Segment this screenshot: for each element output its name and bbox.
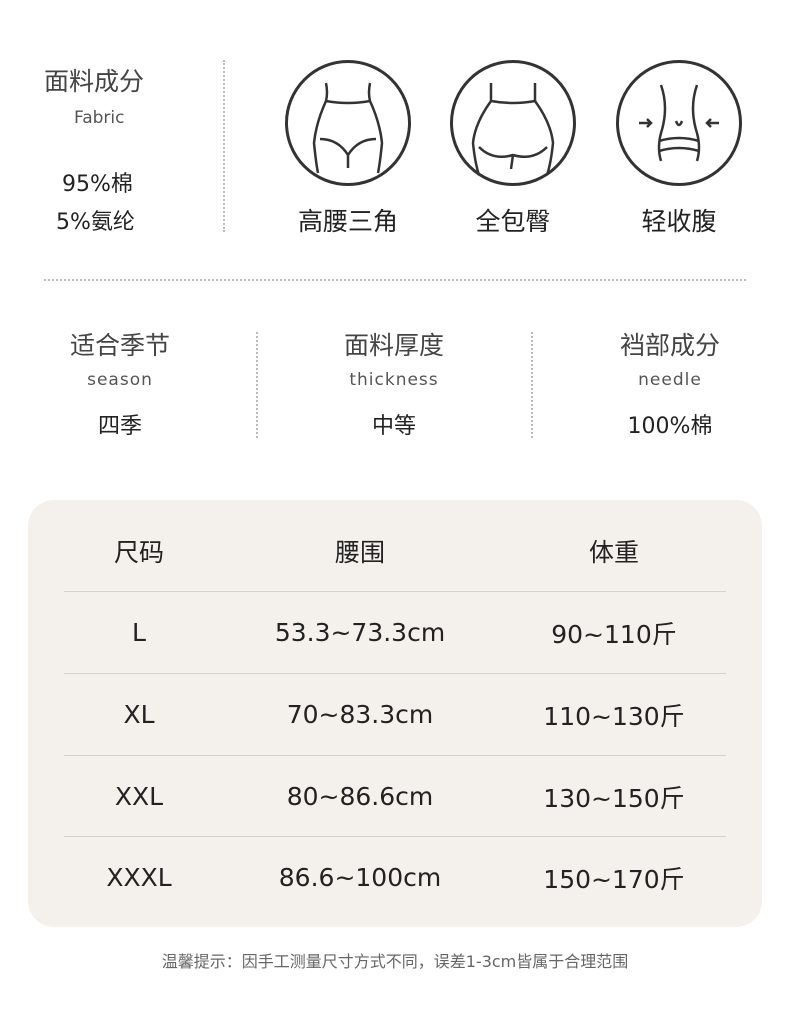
- spec-subtitle: thickness: [349, 370, 439, 390]
- measurement-note: 温馨提示：因手工测量尺寸方式不同，误差1-3cm皆属于合理范围: [161, 952, 629, 971]
- header-size: 尺码: [113, 538, 164, 567]
- cell-waist: 70~83.3cm: [286, 700, 434, 729]
- fabric-subtitle: Fabric: [74, 108, 125, 128]
- spec-title: 面料厚度: [343, 331, 444, 360]
- table-row: XXL 80~86.6cm 130~150斤: [64, 755, 726, 837]
- fabric-line-1: 95%棉: [62, 172, 133, 197]
- spec-subtitle: needle: [638, 370, 702, 390]
- cell-size: L: [132, 618, 146, 647]
- spec-value: 四季: [97, 414, 142, 439]
- spec-value: 中等: [371, 414, 416, 439]
- divider: [256, 332, 258, 438]
- spec-value: 100%棉: [627, 414, 713, 439]
- tummy-control-icon: [616, 60, 742, 186]
- cell-waist: 53.3~73.3cm: [274, 618, 446, 647]
- full-hip-coverage-icon: [450, 60, 576, 186]
- size-table: 尺码 腰围 体重 L 53.3~73.3cm 90~110斤 XL 70~83.…: [28, 500, 762, 927]
- feature-label: 高腰三角: [297, 207, 398, 236]
- divider: [223, 60, 225, 232]
- high-waist-brief-icon: [285, 60, 411, 186]
- divider: [531, 332, 533, 438]
- feature-label: 全包臀: [475, 207, 551, 236]
- fabric-line-2: 5%氨纶: [56, 210, 135, 235]
- fabric-title: 面料成分: [44, 67, 145, 96]
- spec-title: 裆部成分: [619, 331, 720, 360]
- table-row: XL 70~83.3cm 110~130斤: [64, 673, 726, 755]
- feature-label: 轻收腹: [641, 207, 717, 236]
- table-header-row: 尺码 腰围 体重: [64, 510, 726, 592]
- header-waist: 腰围: [334, 538, 385, 567]
- table-row: XXXL 86.6~100cm 150~170斤: [64, 836, 726, 918]
- cell-size: XXL: [114, 782, 164, 811]
- cell-waist: 86.6~100cm: [278, 863, 442, 892]
- cell-size: XXXL: [106, 863, 172, 892]
- header-weight: 体重: [588, 538, 639, 567]
- spec-subtitle: season: [87, 370, 153, 390]
- cell-weight: 110~130斤: [543, 701, 685, 731]
- spec-title: 适合季节: [69, 331, 170, 360]
- cell-weight: 90~110斤: [551, 619, 677, 649]
- cell-weight: 130~150斤: [543, 783, 685, 813]
- cell-weight: 150~170斤: [543, 864, 685, 894]
- table-row: L 53.3~73.3cm 90~110斤: [64, 591, 726, 673]
- divider: [44, 279, 746, 281]
- cell-waist: 80~86.6cm: [286, 782, 434, 811]
- cell-size: XL: [123, 700, 155, 729]
